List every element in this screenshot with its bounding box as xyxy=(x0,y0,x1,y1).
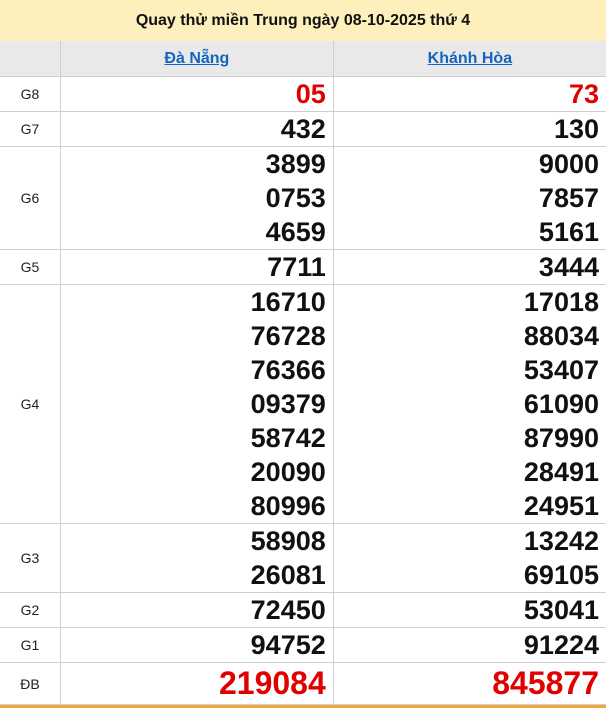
prize-number: 24951 xyxy=(523,491,599,521)
prize-number: 0753 xyxy=(265,183,326,213)
prize-number: 28491 xyxy=(523,457,599,487)
prize-number: 09379 xyxy=(250,389,326,419)
prize-cell: 17018 88034 53407 61090 87990 28491 24951 xyxy=(332,284,606,524)
prize-number: 845877 xyxy=(492,665,599,701)
prize-number: 16710 xyxy=(250,287,326,317)
prize-number: 26081 xyxy=(250,560,326,590)
prize-number: 91224 xyxy=(523,630,599,660)
province-link-khanh-hoa[interactable]: Khánh Hòa xyxy=(427,49,513,67)
header-row: Đà Nẵng Khánh Hòa xyxy=(0,41,606,77)
prize-label: G6 xyxy=(0,146,61,250)
prize-row: G6 3899 0753 4659 9000 7857 5161 xyxy=(0,146,606,250)
prize-number: 219084 xyxy=(218,665,326,701)
prize-number: 20090 xyxy=(250,457,326,487)
prize-number: 53041 xyxy=(523,595,599,625)
prize-row: G5 7711 3444 xyxy=(0,249,606,285)
province-header: Khánh Hòa xyxy=(332,41,606,77)
prize-row: G3 58908 26081 13242 69105 xyxy=(0,523,606,593)
prize-number: 5161 xyxy=(538,217,599,247)
prize-number: 73 xyxy=(568,79,599,109)
corner-cell xyxy=(0,41,61,77)
prize-number: 72450 xyxy=(250,595,326,625)
prize-cell: 91224 xyxy=(332,627,606,663)
prize-number: 17018 xyxy=(523,287,599,317)
results-table: Đà Nẵng Khánh Hòa G8 05 73 G7 432 130 G6 3899 07… xyxy=(0,41,606,705)
prize-cell: 13242 69105 xyxy=(332,523,606,593)
prize-label: ĐB xyxy=(0,662,61,705)
prize-cell: 219084 xyxy=(60,662,334,705)
prize-row: G8 05 73 xyxy=(0,76,606,112)
prize-number: 05 xyxy=(295,79,326,109)
prize-number: 76366 xyxy=(250,355,326,385)
prize-label: G4 xyxy=(0,284,61,524)
prize-cell: 7711 xyxy=(60,249,334,285)
prize-cell: 16710 76728 76366 09379 58742 20090 80996 xyxy=(60,284,334,524)
prize-number: 3444 xyxy=(538,252,599,282)
prize-cell: 72450 xyxy=(60,592,334,628)
prize-number: 53407 xyxy=(523,355,599,385)
prize-number: 7857 xyxy=(538,183,599,213)
prize-number: 69105 xyxy=(523,560,599,590)
prize-number: 87990 xyxy=(523,423,599,453)
prize-row: ĐB 219084 845877 xyxy=(0,662,606,705)
prize-number: 61090 xyxy=(523,389,599,419)
prize-cell: 9000 7857 5161 xyxy=(332,146,606,250)
prize-number: 76728 xyxy=(250,321,326,351)
prize-cell: 05 xyxy=(60,76,334,112)
prize-number: 80996 xyxy=(250,491,326,521)
page-title: Quay thử miền Trung ngày 08-10-2025 thứ … xyxy=(0,0,606,41)
prize-cell: 130 xyxy=(332,111,606,147)
prize-label: G3 xyxy=(0,523,61,593)
prize-cell: 73 xyxy=(332,76,606,112)
prize-number: 58742 xyxy=(250,423,326,453)
prize-number: 130 xyxy=(553,114,599,144)
prize-number: 13242 xyxy=(523,526,599,556)
prize-cell: 94752 xyxy=(60,627,334,663)
prize-number: 3899 xyxy=(265,149,326,179)
prize-number: 9000 xyxy=(538,149,599,179)
prize-number: 7711 xyxy=(267,252,326,282)
prize-cell: 3444 xyxy=(332,249,606,285)
prize-number: 58908 xyxy=(250,526,326,556)
prize-cell: 3899 0753 4659 xyxy=(60,146,334,250)
prize-number: 4659 xyxy=(265,217,326,247)
prize-row: G7 432 130 xyxy=(0,111,606,147)
prize-label: G5 xyxy=(0,249,61,285)
prize-row: G1 94752 91224 xyxy=(0,627,606,663)
prize-number: 88034 xyxy=(523,321,599,351)
province-link-da-nang[interactable]: Đà Nẵng xyxy=(164,49,230,67)
prize-label: G1 xyxy=(0,627,61,663)
prize-label: G8 xyxy=(0,76,61,112)
prize-row: G4 16710 76728 76366 09379 58742 20090 80996 170… xyxy=(0,284,606,524)
prize-number: 432 xyxy=(280,114,326,144)
prize-number: 94752 xyxy=(250,630,326,660)
prize-row: G2 72450 53041 xyxy=(0,592,606,628)
prize-label: G2 xyxy=(0,592,61,628)
prize-cell: 58908 26081 xyxy=(60,523,334,593)
prize-cell: 432 xyxy=(60,111,334,147)
prize-label: G7 xyxy=(0,111,61,147)
prize-cell: 53041 xyxy=(332,592,606,628)
province-header: Đà Nẵng xyxy=(60,41,334,77)
prize-cell: 845877 xyxy=(332,662,606,705)
